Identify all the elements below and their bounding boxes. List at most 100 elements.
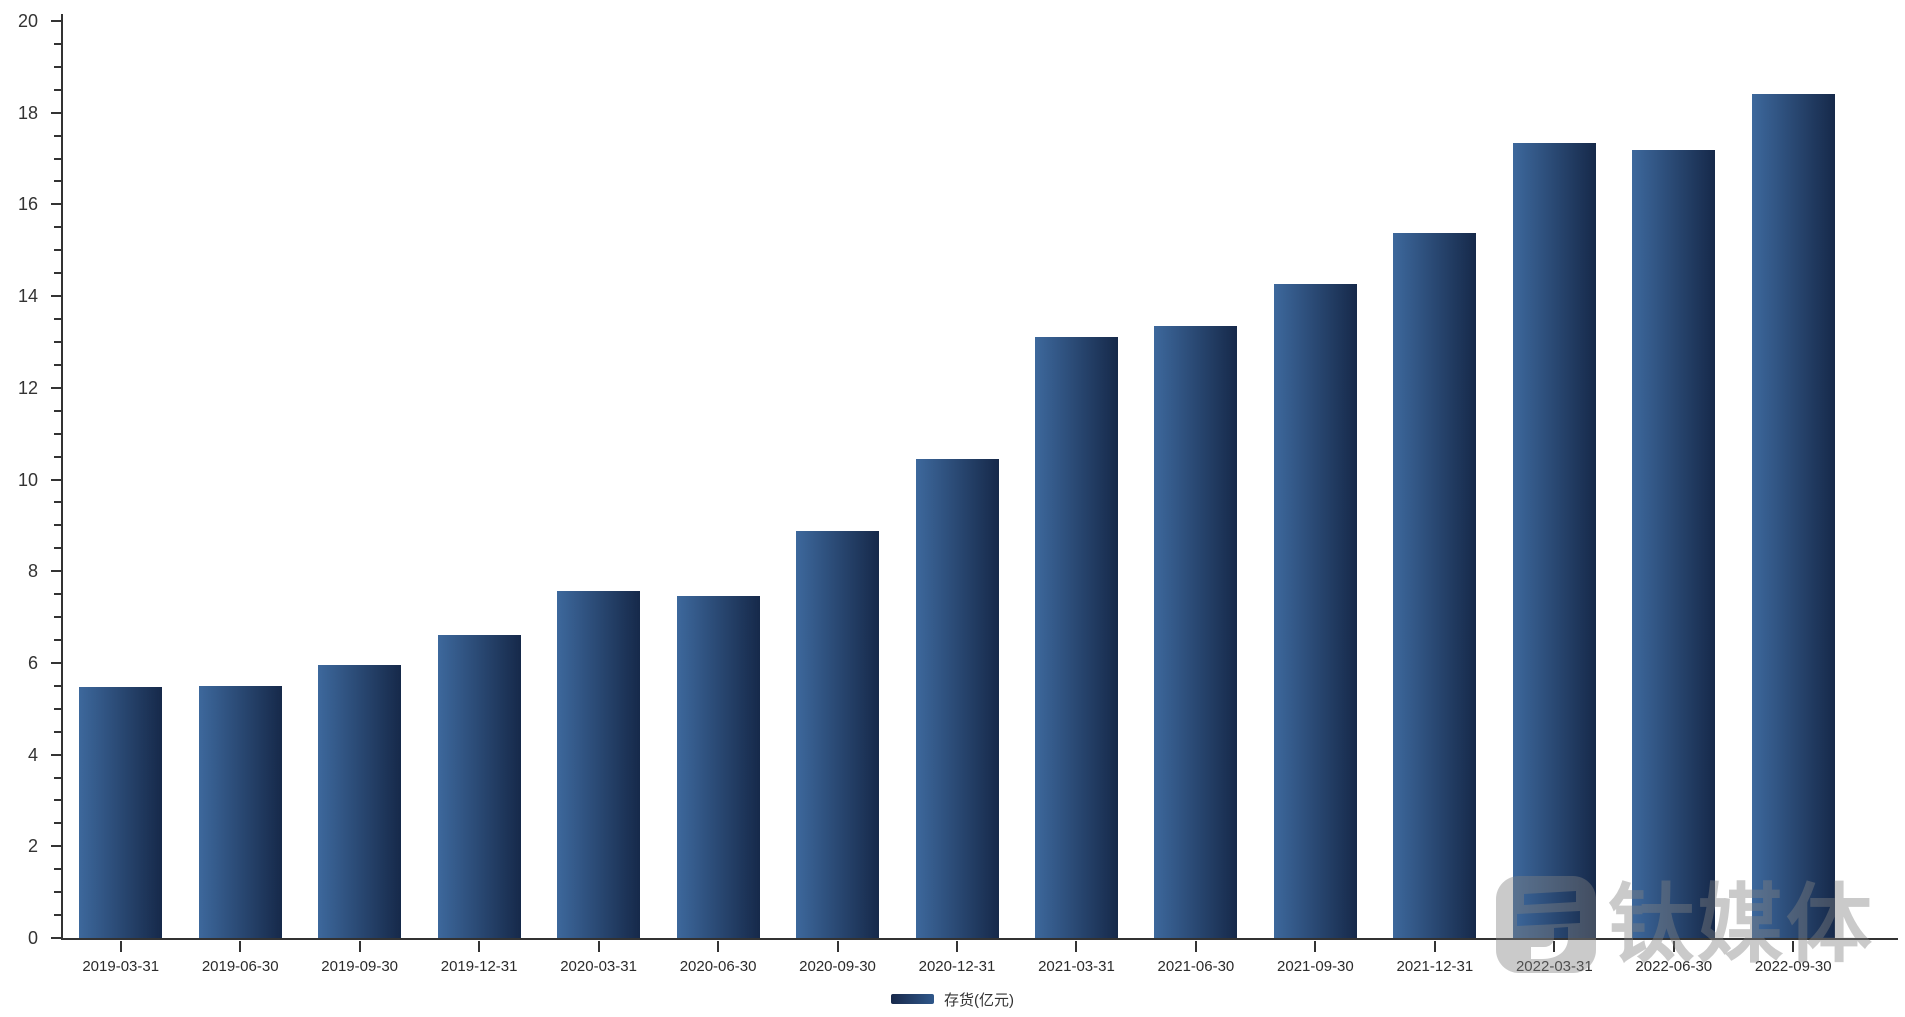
- x-axis-label: 2019-06-30: [201, 958, 279, 975]
- bar-2021-06-30[interactable]: [1154, 326, 1238, 938]
- x-axis-label: 2019-03-31: [82, 958, 160, 975]
- y-axis-minor-tick: [54, 776, 61, 779]
- y-axis-major-tick: [51, 661, 61, 664]
- y-axis-label: 14: [17, 286, 38, 307]
- y-axis-label: 6: [27, 652, 38, 673]
- y-axis-major-tick: [51, 386, 61, 389]
- x-axis-tick: [836, 941, 839, 952]
- y-axis-minor-tick: [54, 822, 61, 825]
- y-axis-minor-tick: [54, 868, 61, 871]
- x-axis-label: 2022-06-30: [1635, 958, 1713, 975]
- bar-2019-03-31[interactable]: [79, 687, 163, 938]
- y-axis-minor-tick: [54, 616, 61, 619]
- x-axis-label: 2020-06-30: [679, 958, 757, 975]
- y-axis-major-tick: [51, 111, 61, 114]
- bar-2021-09-30[interactable]: [1273, 284, 1357, 938]
- y-axis-minor-tick: [54, 730, 61, 733]
- x-axis-tick: [1194, 941, 1197, 952]
- y-axis-label: 10: [17, 469, 38, 490]
- y-axis-label: 0: [27, 928, 38, 948]
- y-axis-minor-tick: [54, 914, 61, 917]
- y-axis-minor-tick: [54, 707, 61, 710]
- x-axis-label: 2020-09-30: [799, 958, 876, 975]
- legend-label: 存货(亿元): [944, 991, 1014, 1009]
- x-axis-label: 2021-12-31: [1396, 958, 1474, 975]
- x-axis-tick: [478, 941, 481, 952]
- y-axis-minor-tick: [54, 891, 61, 894]
- bar-2020-12-31[interactable]: [915, 459, 999, 938]
- y-axis-minor-tick: [54, 157, 61, 160]
- x-axis-label: 2019-12-31: [440, 958, 518, 975]
- y-axis-major-tick: [51, 20, 61, 22]
- y-axis-minor-tick: [54, 180, 61, 183]
- y-axis-label: 4: [27, 744, 38, 765]
- y-axis-minor-tick: [54, 432, 61, 435]
- y-axis-minor-tick: [54, 134, 61, 137]
- x-axis-label: 2021-09-30: [1277, 958, 1354, 975]
- x-axis-line: [61, 938, 1898, 940]
- y-axis-minor-tick: [54, 340, 61, 343]
- x-axis-tick: [239, 941, 242, 952]
- bar-2022-09-30[interactable]: [1751, 94, 1835, 938]
- x-axis-tick: [1553, 941, 1556, 952]
- y-axis-major-tick: [51, 203, 61, 206]
- y-axis-minor-tick: [54, 799, 61, 802]
- y-axis-major-tick: [51, 295, 61, 298]
- bar-2020-09-30[interactable]: [796, 531, 880, 938]
- bar-2019-12-31[interactable]: [437, 635, 521, 938]
- y-axis-minor-tick: [54, 249, 61, 252]
- y-axis-label: 20: [17, 11, 38, 31]
- y-axis-label: 12: [17, 377, 38, 398]
- y-axis-minor-tick: [54, 684, 61, 687]
- y-axis-label: 8: [27, 561, 38, 582]
- x-axis-label: 2021-06-30: [1157, 958, 1235, 975]
- x-axis-label: 2022-03-31: [1515, 958, 1593, 975]
- x-axis-tick: [1433, 941, 1436, 952]
- y-axis-minor-tick: [54, 65, 61, 68]
- y-axis-minor-tick: [54, 593, 61, 596]
- y-axis-major-tick: [51, 753, 61, 756]
- x-axis-tick: [1314, 941, 1317, 952]
- y-axis-major-tick: [51, 478, 61, 481]
- y-axis-line: [61, 14, 63, 940]
- bar-2019-09-30[interactable]: [318, 665, 402, 938]
- y-axis-minor-tick: [54, 638, 61, 641]
- bar-2021-12-31[interactable]: [1393, 233, 1477, 938]
- y-axis-label: 18: [17, 102, 38, 123]
- y-axis-minor-tick: [54, 226, 61, 229]
- y-axis-major-tick: [51, 570, 61, 573]
- y-axis-minor-tick: [54, 363, 61, 366]
- x-axis-label: 2020-12-31: [918, 958, 996, 975]
- y-axis-minor-tick: [54, 42, 61, 45]
- y-axis-label: 2: [27, 836, 38, 857]
- bar-2021-03-31[interactable]: [1034, 337, 1118, 938]
- legend-swatch: [891, 994, 934, 1004]
- y-axis-minor-tick: [54, 524, 61, 527]
- x-axis-tick: [1672, 941, 1675, 952]
- bar-2020-03-31[interactable]: [557, 591, 641, 938]
- y-axis-minor-tick: [54, 409, 61, 412]
- bar-2020-06-30[interactable]: [676, 596, 760, 938]
- y-axis-major-tick: [51, 937, 61, 939]
- x-axis-tick: [358, 941, 361, 952]
- x-axis-label: 2019-09-30: [321, 958, 399, 975]
- y-axis-major-tick: [51, 845, 61, 848]
- legend-item-inventory[interactable]: 存货(亿元): [0, 985, 1905, 1013]
- x-axis-label: 2020-03-31: [560, 958, 637, 975]
- y-axis-minor-tick: [54, 455, 61, 458]
- x-axis-label: 2021-03-31: [1038, 958, 1115, 975]
- x-axis-tick: [119, 941, 122, 952]
- y-axis-label: 16: [17, 194, 38, 215]
- y-axis-minor-tick: [54, 501, 61, 504]
- x-axis-tick: [1792, 941, 1795, 952]
- bar-2019-06-30[interactable]: [198, 686, 282, 938]
- y-axis-minor-tick: [54, 318, 61, 321]
- y-axis-minor-tick: [54, 88, 61, 91]
- y-axis-minor-tick: [54, 547, 61, 550]
- bar-2022-06-30[interactable]: [1632, 150, 1716, 938]
- x-axis-tick: [1075, 941, 1078, 952]
- bar-2022-03-31[interactable]: [1512, 143, 1596, 938]
- x-axis-tick: [717, 941, 720, 952]
- x-axis-tick: [956, 941, 958, 952]
